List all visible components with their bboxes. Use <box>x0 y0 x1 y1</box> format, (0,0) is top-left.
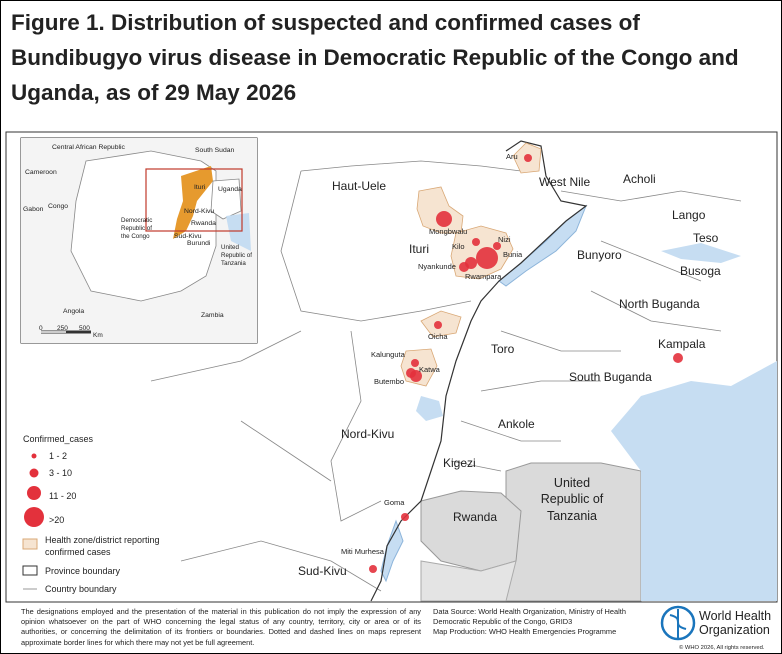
scale-label: 0 <box>39 325 43 332</box>
legend-item: 1 - 2 <box>49 451 67 461</box>
region-label: Acholi <box>623 172 656 186</box>
legend-item: >20 <box>49 515 64 525</box>
map-labels: Haut-Uele West Nile Acholi Lango Teso Ituri Bu… <box>298 152 721 578</box>
region-label: South Buganda <box>569 370 652 384</box>
case-marker <box>410 370 422 382</box>
region-label: Rwanda <box>453 510 497 524</box>
inset-label: Cameroon <box>25 169 57 176</box>
case-marker <box>493 242 501 250</box>
inset-label: Ituri <box>194 184 206 191</box>
source-line: Data Source: World Health Organization, … <box>433 607 626 616</box>
inset-label: Republic of <box>221 252 252 259</box>
scale-label: 500 <box>79 325 90 332</box>
case-marker <box>369 565 377 573</box>
legend: Confirmed_cases 1 - 2 3 - 10 11 - 20 >20 Heal… <box>22 434 160 594</box>
scale-label: 250 <box>57 325 68 332</box>
place-label: Aru <box>506 152 518 161</box>
case-marker <box>524 154 532 162</box>
case-marker <box>434 321 442 329</box>
inset-label: Rwanda <box>191 220 216 227</box>
case-markers <box>369 154 683 573</box>
legend-zone: Health zone/district reporting <box>45 535 160 545</box>
legend-item: 11 - 20 <box>49 491 76 501</box>
region-label: Kigezi <box>443 456 476 470</box>
inset-label: Angola <box>63 308 84 315</box>
region-label: North Buganda <box>619 297 700 311</box>
inset-label: Tanzania <box>221 260 246 267</box>
inset-label: the Congo <box>121 233 150 240</box>
region-label: Toro <box>491 342 515 356</box>
inset-label: Zambia <box>201 312 224 319</box>
lake-edward <box>416 396 443 421</box>
disclaimer: The designations employed and the presen… <box>21 607 421 647</box>
region-label: Nord-Kivu <box>341 427 394 441</box>
source-line: Map Production: WHO Health Emergencies P… <box>433 627 617 637</box>
region-label: Teso <box>693 231 719 245</box>
inset-label: Nord-Kivu <box>184 208 214 215</box>
region-label: Lango <box>672 208 706 222</box>
province-boundaries <box>150 160 742 592</box>
region-label: Sud-Kivu <box>298 564 347 578</box>
inset-label: Burundi <box>187 240 211 247</box>
case-marker <box>401 513 409 521</box>
inset-label: Gabon <box>23 206 44 213</box>
case-marker <box>436 211 452 227</box>
region-label: West Nile <box>539 175 590 189</box>
data-source: Data Source: World Health Organization, … <box>433 607 626 638</box>
inset-label: South Sudan <box>195 147 235 154</box>
region-label: Kampala <box>658 337 706 351</box>
inset-label: United <box>221 244 239 251</box>
place-label: Nyankunde <box>418 262 456 271</box>
place-label: Kalunguta <box>371 350 406 359</box>
place-label: Katwa <box>419 365 441 374</box>
lake-kyoga <box>661 243 741 263</box>
source-line: Democratic Republic of the Congo, GRID3 <box>433 617 573 627</box>
case-marker <box>476 247 498 269</box>
place-label: Rwampara <box>465 272 502 281</box>
place-label: Kilo <box>452 242 465 251</box>
country-label: United <box>554 476 590 490</box>
inset-label: Democratic <box>121 217 152 224</box>
legend-country: Country boundary <box>45 584 117 594</box>
region-label: Haut-Uele <box>332 179 386 193</box>
legend-item: 3 - 10 <box>49 468 72 478</box>
inset-label: Republic of <box>121 225 152 232</box>
case-marker <box>459 262 469 272</box>
who-name: World Health <box>699 609 771 623</box>
case-marker <box>673 353 683 363</box>
case-marker <box>472 238 480 246</box>
legend-title: Confirmed_cases <box>23 434 94 444</box>
inset-map: Central African Republic South Sudan Camer… <box>20 137 258 344</box>
legend-province: Province boundary <box>45 566 121 576</box>
place-label: Oicha <box>428 332 448 341</box>
country-label: Tanzania <box>547 509 597 523</box>
inset-label: Uganda <box>218 186 242 193</box>
region-label: Busoga <box>680 264 721 278</box>
inset-label: Central African Republic <box>52 144 126 151</box>
legend-zone: confirmed cases <box>45 547 111 557</box>
country-label: Republic of <box>541 492 604 506</box>
who-name: Organization <box>699 623 770 637</box>
place-label: Nizi <box>498 235 511 244</box>
place-label: Miti Murhesa <box>341 547 385 556</box>
inset-label: Congo <box>48 203 68 210</box>
region-label: Ituri <box>409 242 429 256</box>
lake-victoria <box>611 361 777 601</box>
place-label: Mongbwalu <box>429 227 467 236</box>
copyright: © WHO 2026, All rights reserved. <box>679 644 765 651</box>
region-label: Ankole <box>498 417 535 431</box>
place-label: Goma <box>384 498 405 507</box>
figure-title: Figure 1. Distribution of suspected and … <box>11 10 739 105</box>
case-marker <box>411 359 419 367</box>
burundi-area <box>420 560 517 602</box>
place-label: Butembo <box>374 377 404 386</box>
place-label: Bunia <box>503 250 523 259</box>
inset-label: Sud-Kivu <box>174 233 202 240</box>
region-label: Bunyoro <box>577 248 622 262</box>
scale-label: Km <box>93 332 103 339</box>
